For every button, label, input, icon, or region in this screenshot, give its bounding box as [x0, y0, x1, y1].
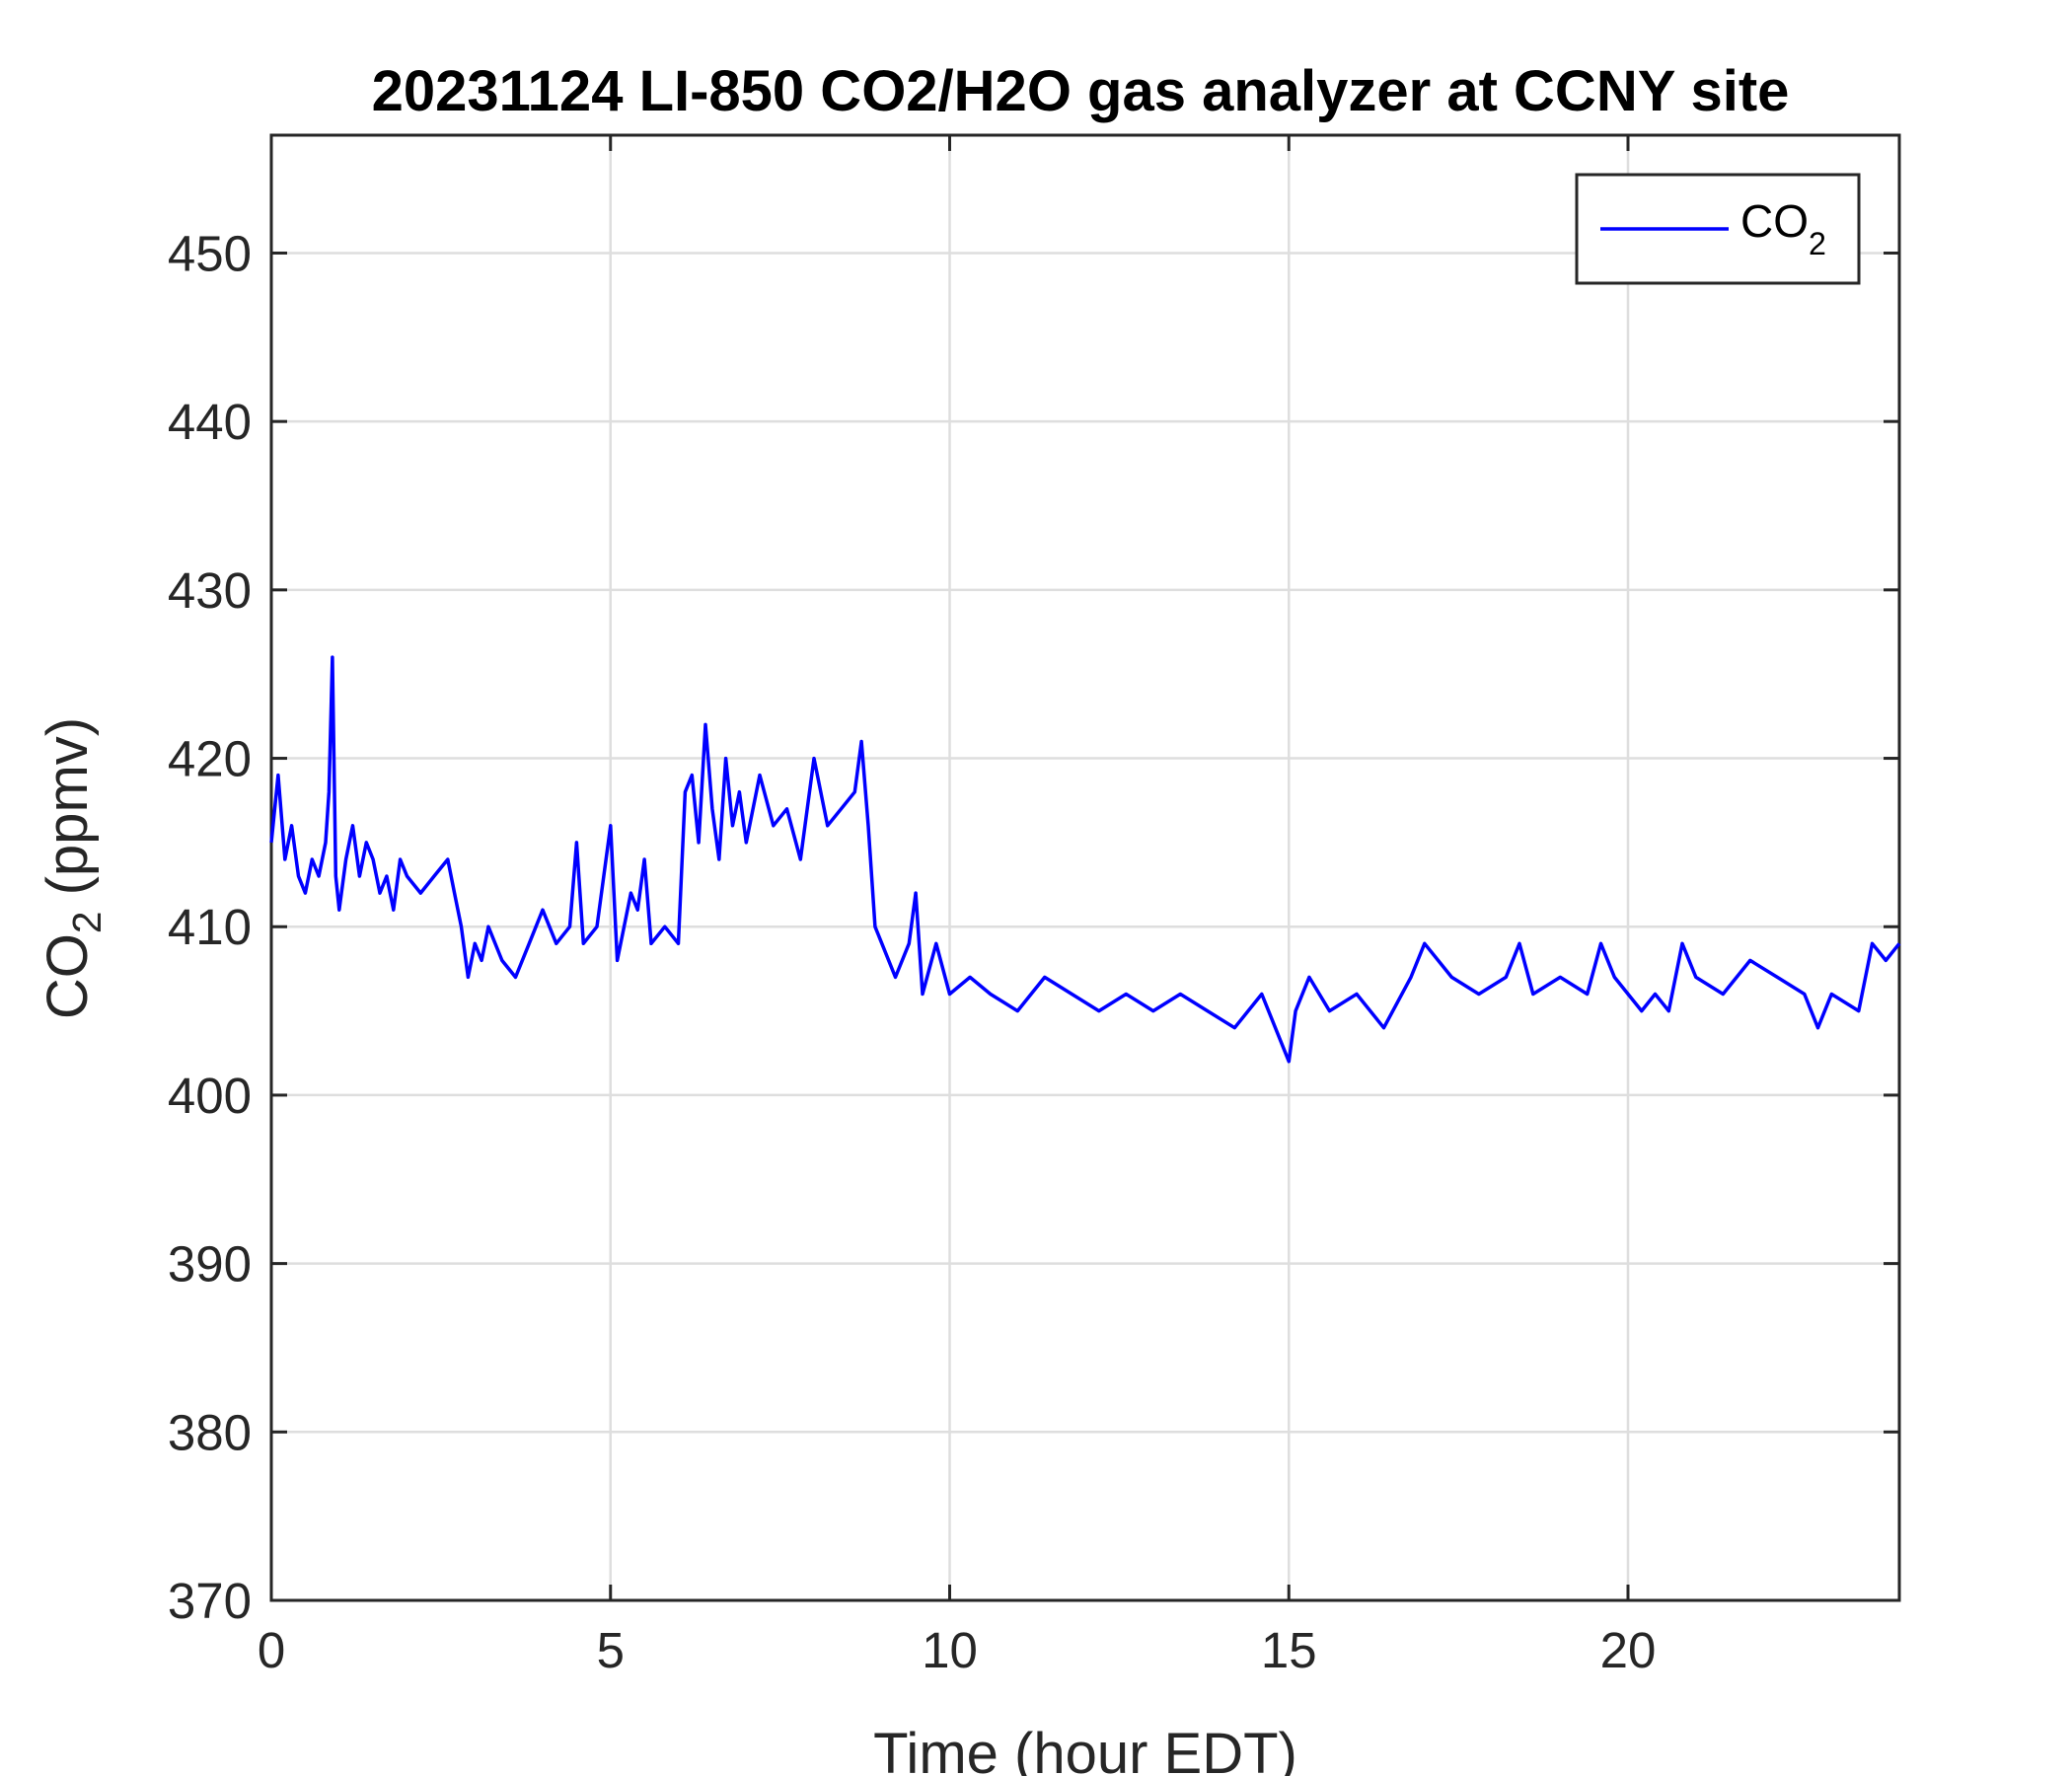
y-tick-label: 390	[168, 1236, 252, 1293]
plot-area-frame	[269, 133, 1901, 1602]
y-tick-label: 380	[168, 1404, 252, 1460]
legend-entry-main: CO	[1740, 195, 1809, 247]
x-axis-label: Time (hour EDT)	[873, 1722, 1297, 1776]
axis-ticks: 0 5 10 15 20 370 380 390 400 410 420 430 440 450	[168, 135, 1899, 1678]
y-axis-label-main: CO	[36, 933, 100, 1019]
y-axis-label-units: (ppmv)	[36, 717, 100, 912]
legend-entry-co2: CO2	[1740, 195, 1826, 261]
series-layer	[269, 655, 1901, 1064]
y-tick-label: 400	[168, 1068, 252, 1124]
y-axis-label-subscript: 2	[64, 912, 110, 934]
x-tick-label: 5	[597, 1622, 625, 1678]
x-tick-label: 0	[258, 1622, 285, 1678]
series-line-co2	[269, 655, 1901, 1064]
y-axis-label: CO2 (ppmv)	[36, 717, 110, 1019]
x-tick-label: 10	[922, 1622, 978, 1678]
y-tick-label: 430	[168, 562, 252, 619]
y-tick-label: 420	[168, 731, 252, 787]
y-tick-label: 440	[168, 394, 252, 450]
y-tick-label: 370	[168, 1573, 252, 1629]
grid-lines	[271, 135, 1899, 1600]
chart-title: 20231124 LI-850 CO2/H2O gas analyzer at …	[372, 59, 1790, 123]
y-tick-label: 410	[168, 899, 252, 955]
legend: CO2	[1575, 173, 1861, 285]
x-tick-label: 15	[1261, 1622, 1317, 1678]
x-tick-label: 20	[1600, 1622, 1657, 1678]
legend-entry-subscript: 2	[1809, 226, 1826, 261]
y-tick-label: 450	[168, 225, 252, 281]
